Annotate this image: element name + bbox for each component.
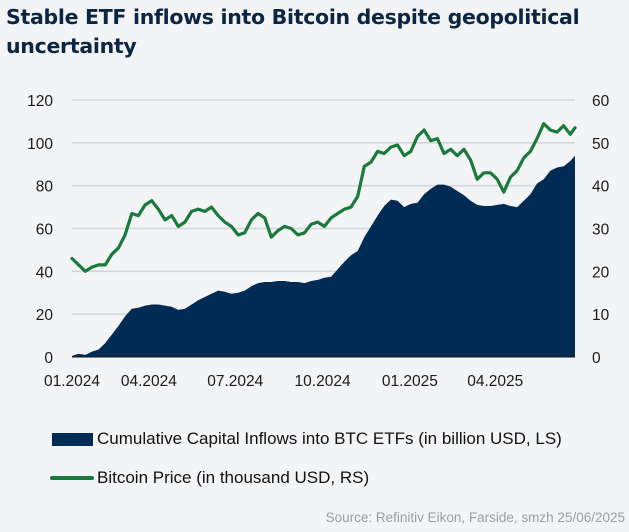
price-line <box>70 122 577 273</box>
x-tick-label: 04.2025 <box>467 373 523 390</box>
right-y-tick-label: 10 <box>592 307 610 324</box>
inflows-area <box>72 155 575 357</box>
left-y-tick-label: 40 <box>36 264 54 281</box>
left-y-tick-label: 60 <box>36 222 54 239</box>
right-y-tick-label: 50 <box>592 136 610 153</box>
legend-label-inflows: Cumulative Capital Inflows into BTC ETFs… <box>97 429 562 448</box>
right-y-tick-label: 20 <box>592 264 610 281</box>
right-y-tick-label: 0 <box>592 350 601 367</box>
x-tick-label: 01.2025 <box>382 373 438 390</box>
right-y-axis-ticks: 0 10 20 30 40 50 60 <box>592 93 610 367</box>
x-tick-label: 01.2024 <box>44 373 100 390</box>
x-tick-label: 10.2024 <box>295 373 351 390</box>
x-tick-label: 07.2024 <box>207 373 263 390</box>
left-y-tick-label: 80 <box>36 179 54 196</box>
right-y-tick-label: 30 <box>592 222 610 239</box>
chart-plot: 0 20 40 60 80 100 120 0 10 20 30 40 50 60 01.2024 04.… <box>27 93 610 390</box>
left-y-tick-label: 100 <box>27 136 53 153</box>
legend-item-inflows[interactable]: Cumulative Capital Inflows into BTC ETFs… <box>52 429 562 449</box>
inflows-area-layer <box>72 155 575 357</box>
legend-swatch-price <box>50 476 94 480</box>
x-tick-label: 04.2024 <box>121 373 177 390</box>
chart-title: Stable ETF inflows into Bitcoin despite … <box>6 5 580 58</box>
left-y-tick-label: 120 <box>27 93 53 110</box>
left-y-axis-ticks: 0 20 40 60 80 100 120 <box>27 93 53 367</box>
price-line-layer <box>70 122 577 273</box>
legend-label-price: Bitcoin Price (in thousand USD, RS) <box>97 468 370 487</box>
left-y-tick-label: 0 <box>44 350 53 367</box>
x-axis-ticks: 01.2024 04.2024 07.2024 10.2024 01.2025 04.20… <box>44 373 523 390</box>
left-y-tick-label: 20 <box>36 307 54 324</box>
right-y-tick-label: 60 <box>592 93 610 110</box>
legend-swatch-inflows <box>52 432 93 446</box>
right-y-tick-label: 40 <box>592 179 610 196</box>
legend-item-price[interactable]: Bitcoin Price (in thousand USD, RS) <box>50 468 369 488</box>
source-note: Source: Refinitiv Eikon, Farside, smzh 2… <box>325 510 625 525</box>
